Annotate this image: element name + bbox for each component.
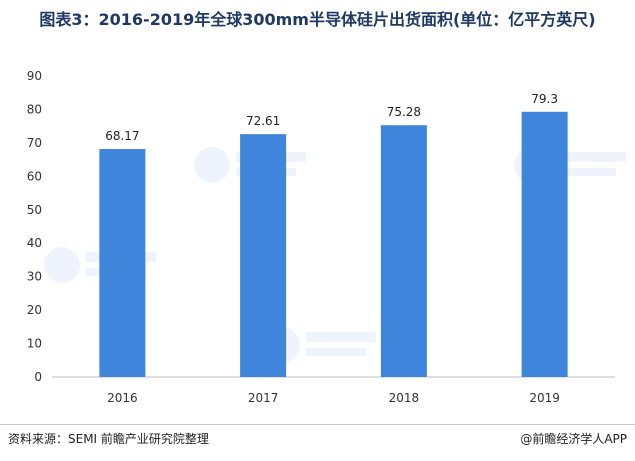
- chart-title: 图表3：2016-2019年全球300mm半导体硅片出货面积(单位：亿平方英尺): [39, 10, 596, 29]
- y-tick-label: 40: [27, 236, 42, 250]
- y-tick-label: 50: [27, 203, 42, 217]
- y-tick-label: 0: [34, 370, 42, 384]
- credit-note: @前瞻经济学人APP: [520, 432, 627, 446]
- y-tick-label: 70: [27, 136, 42, 150]
- y-tick-label: 10: [27, 337, 42, 351]
- y-tick-label: 80: [27, 102, 42, 116]
- bar: [521, 111, 568, 377]
- y-tick-label: 60: [27, 169, 42, 183]
- y-tick-label: 20: [27, 303, 42, 317]
- bar-chart: 0 10 20 30 40 50 60 70 80 90 68.17 2016 72.61 2017 75.…: [27, 69, 615, 405]
- chart-area: 0 10 20 30 40 50 60 70 80 90 68.17 2016 72.61 2017 75.…: [0, 40, 635, 420]
- data-label: 72.61: [246, 114, 280, 128]
- x-tick-label: 2016: [107, 391, 138, 405]
- source-note: 资料来源：SEMI 前瞻产业研究院整理: [8, 432, 209, 446]
- bar: [240, 134, 287, 377]
- data-label: 79.3: [531, 92, 558, 106]
- data-label: 75.28: [387, 105, 421, 119]
- x-tick-label: 2018: [389, 391, 420, 405]
- bar: [99, 149, 146, 377]
- x-tick-label: 2017: [248, 391, 279, 405]
- y-tick-label: 90: [27, 69, 42, 83]
- bar: [380, 125, 427, 377]
- data-label: 68.17: [105, 129, 139, 143]
- footer-divider: [0, 424, 635, 425]
- x-tick-label: 2019: [529, 391, 560, 405]
- y-tick-label: 30: [27, 270, 42, 284]
